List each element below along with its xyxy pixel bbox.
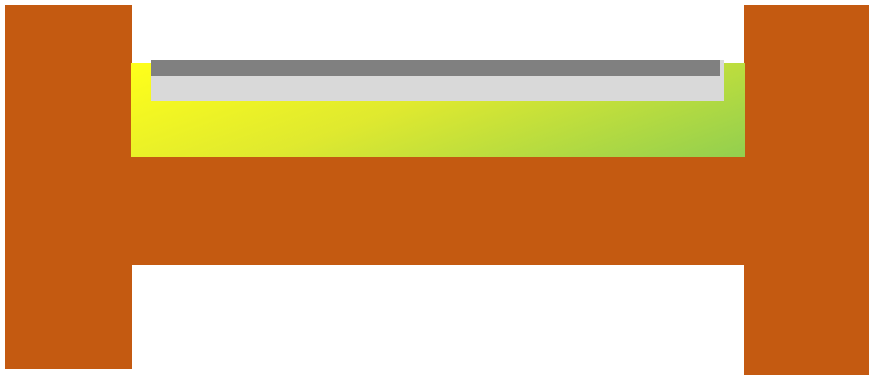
crossbar <box>131 157 745 265</box>
tray-bar <box>151 60 720 76</box>
left-post <box>5 5 132 369</box>
right-post <box>744 5 869 375</box>
